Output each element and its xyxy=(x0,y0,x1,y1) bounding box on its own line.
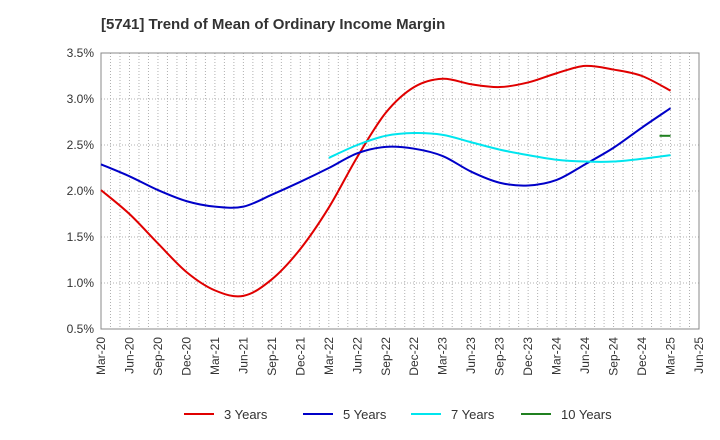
legend-label-7-years: 7 Years xyxy=(451,407,495,422)
chart-title: [5741] Trend of Mean of Ordinary Income … xyxy=(101,16,446,33)
y-tick-label: 3.5% xyxy=(67,46,95,60)
series-line-5-years xyxy=(100,107,672,209)
x-tick-label: Dec-20 xyxy=(179,337,193,376)
x-tick-label: Mar-20 xyxy=(94,337,108,375)
legend: 3 Years 5 Years 7 Years 10 Years xyxy=(184,407,612,422)
x-tick-label: Jun-24 xyxy=(578,337,592,374)
x-tick-label: Dec-24 xyxy=(635,337,649,376)
x-tick-label: Sep-24 xyxy=(607,337,621,376)
x-tick-label: Mar-23 xyxy=(436,337,450,375)
x-tick-label: Mar-24 xyxy=(550,337,564,375)
y-tick-label: 3.0% xyxy=(67,92,95,106)
x-tick-label: Jun-21 xyxy=(236,337,250,374)
y-tick-label: 1.5% xyxy=(67,230,95,244)
x-tick-label: Dec-21 xyxy=(293,337,307,376)
y-tick-label: 1.0% xyxy=(67,276,95,290)
x-tick-label: Jun-23 xyxy=(464,337,478,374)
series-line-3-years xyxy=(100,64,671,298)
x-tick-label: Mar-21 xyxy=(208,337,222,375)
y-tick-label: 2.0% xyxy=(67,184,95,198)
x-tick-label: Sep-23 xyxy=(493,337,507,376)
legend-label-10-years: 10 Years xyxy=(561,407,612,422)
x-tick-label: Sep-22 xyxy=(379,337,393,376)
x-tick-label: Mar-25 xyxy=(664,337,678,375)
x-tick-label: Sep-21 xyxy=(265,337,279,376)
x-tick-label: Jun-22 xyxy=(350,337,364,374)
legend-label-5-years: 5 Years xyxy=(343,407,387,422)
x-tick-label: Jun-25 xyxy=(692,337,706,374)
grid-lines xyxy=(101,53,699,329)
plot-area xyxy=(101,53,699,329)
y-tick-label: 0.5% xyxy=(67,322,95,336)
x-tick-label: Sep-20 xyxy=(151,337,165,376)
x-tick-label: Dec-22 xyxy=(407,337,421,376)
legend-label-3-years: 3 Years xyxy=(224,407,268,422)
x-tick-label: Mar-22 xyxy=(322,337,336,375)
x-tick-label: Jun-20 xyxy=(122,337,136,374)
series-line-7-years xyxy=(328,132,671,163)
y-tick-label: 2.5% xyxy=(67,138,95,152)
x-tick-label: Dec-23 xyxy=(521,337,535,376)
